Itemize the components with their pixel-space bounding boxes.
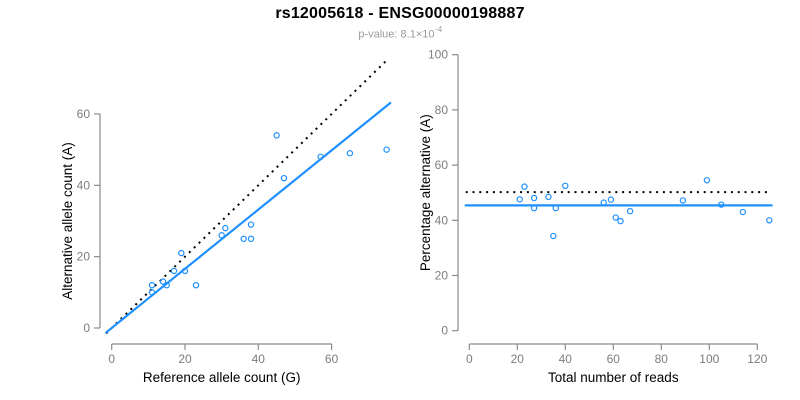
data-point [273,132,280,139]
x-tick-label: 100 [699,352,719,366]
x-tick-label: 80 [655,352,669,366]
data-point [552,204,559,212]
y-tick-label: 40 [77,178,91,192]
data-point [516,196,523,203]
data-point [178,249,185,257]
data-point [679,197,687,204]
data-point [240,235,247,243]
data-point [192,281,200,289]
y-tick-label: 60 [435,158,449,172]
pvalue-exponent: -4 [435,25,443,34]
y-tick-label: 20 [435,269,449,283]
data-point [545,193,552,201]
y-tick-label: 40 [435,213,449,227]
data-point [550,232,557,240]
y-tick-label: 80 [435,103,449,117]
x-tick-label: 0 [108,352,115,366]
data-point [521,183,528,190]
data-point [739,208,747,216]
y-tick-label: 0 [441,324,448,338]
x-tick-label: 20 [511,352,525,366]
y-tick-label: 0 [83,321,90,335]
pvalue-base: 10 [422,28,435,41]
x-tick-label: 40 [559,352,573,366]
x-tick-label: 40 [252,352,266,366]
data-point [718,201,725,208]
data-point [159,278,167,285]
y-tick-label: 60 [77,107,91,121]
data-point [218,232,225,239]
data-point [163,281,170,289]
data-point [530,194,538,202]
data-point [317,153,324,160]
data-point [600,199,607,206]
expected-50-50-line [105,59,388,335]
y-axis-title: Alternative allele count (A) [60,142,75,300]
y-tick-label: 20 [77,250,91,264]
x-tick-label: 120 [747,352,767,366]
x-tick-label: 20 [178,352,192,366]
x-axis-title: Reference allele count (G) [143,370,301,385]
data-point [612,214,619,221]
pvalue-mantissa: 8.1 [400,28,416,41]
data-point [562,182,569,189]
figure-title: rs12005618 - ENSG00000198887 [275,5,525,22]
data-point [766,217,773,224]
x-tick-label: 60 [325,352,339,366]
x-axis-title: Total number of reads [548,370,679,385]
fitted-proportion-line [105,101,392,334]
data-point [247,221,255,228]
data-point [530,204,538,212]
data-point [703,177,711,184]
data-point [346,150,354,157]
data-point [626,207,634,215]
data-point [148,289,156,296]
x-tick-label: 60 [607,352,621,366]
data-point [617,217,624,225]
y-axis-title: Percentage alternative (A) [418,114,433,271]
y-tick-label: 100 [428,48,448,62]
data-point [383,146,390,153]
data-point [280,174,288,182]
data-point [181,267,189,275]
figure-subtitle: p-value: 8.1×10-4 [0,25,800,41]
data-point [247,235,255,243]
pvalue-prefix: p-value: [358,28,401,41]
data-point [170,267,178,275]
data-point [222,224,229,232]
pvalue-times-sign: × [415,28,423,41]
x-tick-label: 0 [466,352,473,366]
data-point [148,281,156,289]
data-point [607,196,615,203]
